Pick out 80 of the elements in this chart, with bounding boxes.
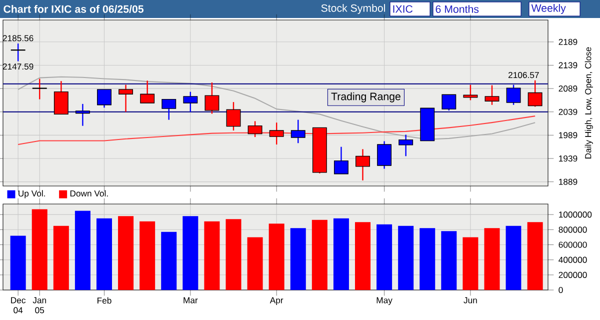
candlestick: [97, 88, 112, 108]
legend-label: Up Vol.: [18, 190, 45, 198]
candlestick: [484, 84, 500, 106]
candlestick: [75, 103, 90, 126]
candlestick: [290, 119, 306, 144]
candlestick: [377, 140, 392, 170]
bar: [484, 228, 500, 290]
bar: [398, 226, 414, 290]
candlestick: [32, 78, 47, 100]
candlestick: [54, 80, 68, 115]
bar: [354, 222, 371, 290]
candlestick: [398, 134, 414, 157]
y-tick-label: 1889: [559, 178, 578, 185]
y-tick-label: 2089: [558, 85, 578, 92]
candlestick: [528, 80, 542, 108]
bar: [333, 218, 349, 290]
x-tick-label: Apr: [270, 297, 284, 305]
y-tick-label: 2139: [558, 62, 578, 68]
y-tick-label: 2189: [558, 38, 578, 45]
bar: [506, 226, 522, 290]
legend-label: Down Vol.: [70, 190, 108, 197]
bar: [10, 236, 26, 290]
bar: [441, 231, 457, 290]
candlestick: [248, 120, 262, 138]
candlestick: [269, 122, 284, 146]
x-tick-label: Dec 04: [11, 297, 26, 314]
y-tick-label: 0: [558, 286, 563, 294]
x-tick-label: Jan 05: [32, 297, 46, 314]
bar: [376, 224, 392, 290]
x-tick-label: May: [376, 297, 392, 305]
bar: [96, 218, 112, 290]
candlestick: [204, 82, 220, 114]
x-tick-label: Mar: [184, 297, 198, 304]
bar: [204, 221, 220, 290]
bar: [290, 228, 306, 290]
x-tick-label: Jun: [464, 297, 477, 304]
candlestick: [183, 91, 198, 112]
bar: [161, 232, 177, 290]
candlestick: [442, 94, 456, 112]
text: Weekly: [531, 4, 566, 14]
annotation: 2147.59: [2, 63, 34, 70]
candlestick: [506, 84, 521, 106]
y-tick-label: 200000: [558, 272, 587, 278]
annotation: 2106.57: [508, 72, 539, 78]
candlestick: [463, 84, 478, 101]
candlestick: [226, 101, 241, 132]
bar: [53, 226, 69, 290]
y-axis-title: Daily High, Low, Open, Close: [584, 47, 593, 158]
candlestick: [334, 146, 348, 174]
y-tick-label: 2039: [558, 108, 578, 115]
bar: [226, 219, 242, 290]
bar: [32, 209, 48, 290]
bar: [182, 216, 198, 290]
bar: [462, 237, 478, 290]
candlestick: [162, 98, 176, 120]
candlestick: [118, 84, 134, 112]
candlestick: [10, 42, 26, 62]
candlestick: [356, 148, 370, 182]
text: IXIC: [393, 5, 413, 13]
y-tick-label: 1989: [559, 132, 578, 138]
text: Stock Symbol: [321, 4, 386, 14]
bar: [527, 222, 543, 290]
bar: [118, 216, 134, 290]
y-tick-label: 400000: [558, 256, 587, 263]
y-tick-label: 1939: [559, 155, 578, 162]
bar: [74, 210, 90, 290]
candlestick: [140, 80, 155, 104]
y-tick-label: 1000000: [559, 212, 592, 218]
bar: [268, 224, 284, 290]
chart-title: Chart for IXIC as of 06/25/05: [4, 5, 144, 13]
bar: [247, 237, 263, 290]
y-tick-label: 600000: [558, 242, 587, 248]
text: 6 Months: [436, 5, 479, 13]
bar: [140, 221, 156, 290]
y-tick-label: 800000: [558, 226, 587, 233]
bar: [312, 220, 328, 290]
bar: [420, 228, 436, 290]
annotation: 2185.56: [2, 35, 34, 42]
x-tick-label: Feb: [98, 297, 112, 304]
annotation: Trading Range: [331, 92, 400, 102]
